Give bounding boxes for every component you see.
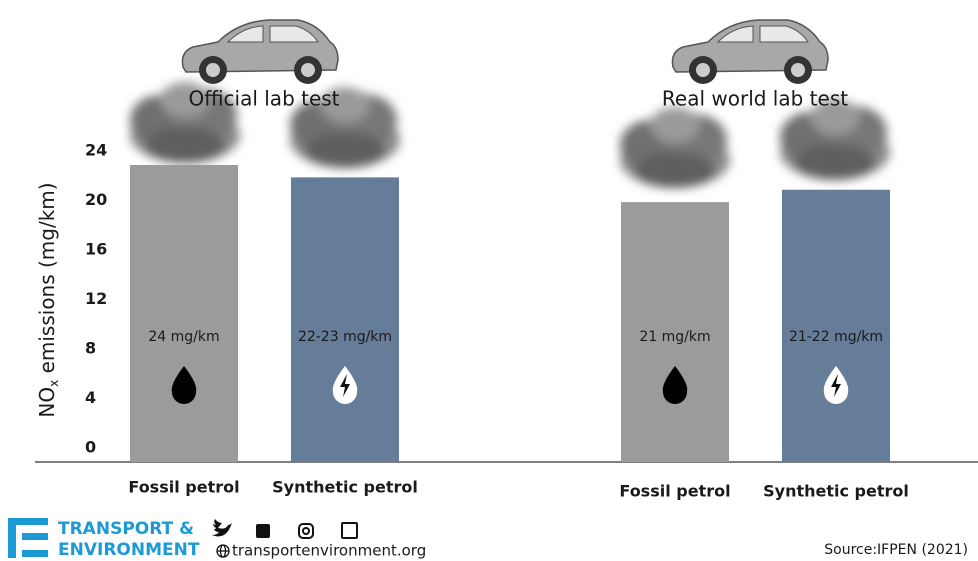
x-tick-label: Synthetic petrol	[763, 482, 909, 501]
logo	[8, 518, 48, 558]
bar	[291, 177, 399, 462]
bolt	[340, 374, 350, 397]
y-tick-label: 12	[85, 289, 107, 308]
logo-text: ENVIRONMENT	[58, 540, 200, 560]
x-tick-label: Fossil petrol	[619, 482, 730, 501]
y-tick-label: 0	[85, 438, 96, 457]
y-tick-label: 24	[85, 141, 107, 160]
y-tick-label: 8	[85, 339, 96, 358]
x-tick-label: Fossil petrol	[128, 478, 239, 497]
value-label: 22-23 mg/km	[298, 329, 392, 345]
y-tick-label: 16	[85, 240, 107, 259]
globe-icon	[216, 544, 230, 558]
bolt	[831, 374, 841, 397]
value-label: 21 mg/km	[639, 329, 710, 345]
logo-text: TRANSPORT &	[58, 519, 194, 539]
electric-icon	[823, 366, 849, 404]
value-label: 24 mg/km	[148, 329, 219, 345]
bar	[130, 165, 238, 462]
group-label: Real world lab test	[662, 87, 848, 111]
group-label: Official lab test	[188, 87, 339, 111]
electric-icon	[332, 366, 358, 404]
y-tick-label: 20	[85, 190, 107, 209]
value-label: 21-22 mg/km	[789, 329, 883, 345]
bar	[621, 202, 729, 462]
y-axis-label: NOx emissions (mg/km)	[35, 182, 61, 417]
x-tick-label: Synthetic petrol	[272, 478, 418, 497]
source: Source:IFPEN (2021)	[824, 542, 968, 558]
bar	[782, 189, 890, 462]
website[interactable]: transportenvironment.org	[232, 542, 426, 560]
y-tick-label: 4	[85, 388, 96, 407]
social-icons[interactable]	[212, 519, 358, 539]
